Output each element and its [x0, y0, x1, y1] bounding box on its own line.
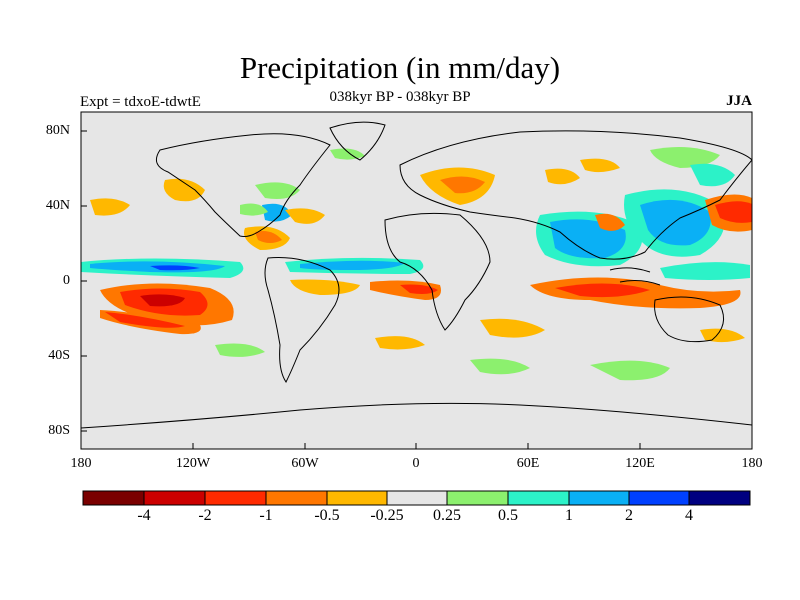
colorbar-swatch-3	[266, 491, 327, 505]
anomaly-region	[255, 231, 282, 243]
colorbar-swatch-10	[689, 491, 750, 505]
chart-subtitle: 038kyr BP - 038kyr BP	[329, 89, 471, 105]
coastline-north-america	[155, 133, 331, 237]
colorbar-frame	[82, 490, 751, 506]
coastline-maritime	[609, 267, 661, 286]
anomaly-region	[595, 213, 625, 231]
anomaly-region	[285, 208, 325, 224]
anomaly-region	[545, 168, 580, 185]
lon-label-180e: 180	[741, 456, 763, 471]
colorbar-label: 1	[565, 507, 573, 524]
colorbar-swatch-4	[327, 491, 387, 505]
coastline-greenland	[329, 121, 386, 161]
colorbar-swatch-0	[83, 491, 144, 505]
lat-label-40s: 40S	[48, 348, 70, 363]
anomaly-region	[470, 358, 530, 375]
lat-label-40n: 40N	[45, 198, 70, 213]
colorbar-label: -1	[259, 507, 273, 524]
colorbar-label: -0.25	[370, 507, 404, 524]
anomaly-region	[480, 318, 545, 338]
anomaly-region	[370, 280, 441, 300]
colorbar-swatch-1	[144, 491, 205, 505]
anomaly-region	[290, 279, 360, 295]
axis-ticks	[80, 130, 753, 449]
lon-label-0: 0	[412, 456, 420, 471]
colorbar-label: 4	[685, 507, 693, 524]
colorbar-swatch-8	[569, 491, 629, 505]
coastline-south-america	[264, 257, 340, 383]
anomaly-region	[150, 265, 200, 271]
anomaly-region	[330, 148, 365, 160]
anomaly-region	[90, 198, 130, 216]
colorbar-label: 2	[625, 507, 633, 524]
colorbar-swatch-6	[447, 491, 508, 505]
colorbar-swatch-7	[508, 491, 569, 505]
colorbar-swatch-5	[387, 491, 447, 505]
colorbar-label: 0.5	[498, 507, 518, 524]
anomaly-region	[650, 146, 720, 168]
coastlines	[81, 121, 752, 429]
coastline-antarctica	[81, 402, 752, 429]
lat-label-80n: 80N	[45, 123, 70, 138]
anomaly-region	[700, 328, 745, 343]
colorbar-swatch-2	[205, 491, 266, 505]
coastline-eurasia	[399, 130, 752, 260]
anomaly-region	[660, 262, 750, 280]
anomaly-region	[215, 343, 265, 357]
anomaly-region	[375, 336, 425, 350]
coastline-africa	[384, 212, 491, 331]
chart-title: Precipitation (in mm/day)	[239, 50, 561, 85]
anomaly-region	[163, 178, 205, 202]
anomaly-region	[715, 201, 752, 223]
anomaly-region	[690, 163, 735, 187]
anomaly-region	[590, 360, 670, 381]
anomaly-region	[640, 199, 711, 246]
map-background	[81, 112, 752, 449]
anomaly-region	[400, 284, 438, 294]
anomaly-region	[140, 294, 185, 307]
anomaly-region	[255, 182, 300, 199]
anomaly-region	[440, 176, 485, 194]
colorbar	[82, 490, 751, 506]
lon-label-120e: 120E	[625, 456, 655, 471]
coastline-australia	[654, 296, 725, 343]
colorbar-label: -0.5	[314, 507, 340, 524]
precip-anomaly-field	[81, 146, 752, 381]
lat-label-80s: 80S	[48, 423, 70, 438]
anomaly-region	[105, 312, 185, 328]
lat-label-0: 0	[63, 273, 70, 288]
colorbar-swatch-9	[629, 491, 689, 505]
lon-label-120w: 120W	[175, 456, 211, 471]
colorbar-label: -4	[137, 507, 151, 524]
lon-label-60e: 60E	[516, 456, 540, 471]
lon-label-180w: 180	[70, 456, 92, 471]
lon-label-60w: 60W	[291, 456, 319, 471]
anomaly-region	[240, 203, 268, 216]
anomaly-region	[555, 283, 650, 298]
experiment-label: Expt = tdxoE-tdwtE	[80, 94, 201, 110]
anomaly-region	[580, 158, 620, 173]
colorbar-label: -2	[198, 507, 212, 524]
colorbar-label: 0.25	[433, 507, 461, 524]
season-label: JJA	[726, 93, 752, 109]
anomaly-region	[262, 203, 292, 222]
